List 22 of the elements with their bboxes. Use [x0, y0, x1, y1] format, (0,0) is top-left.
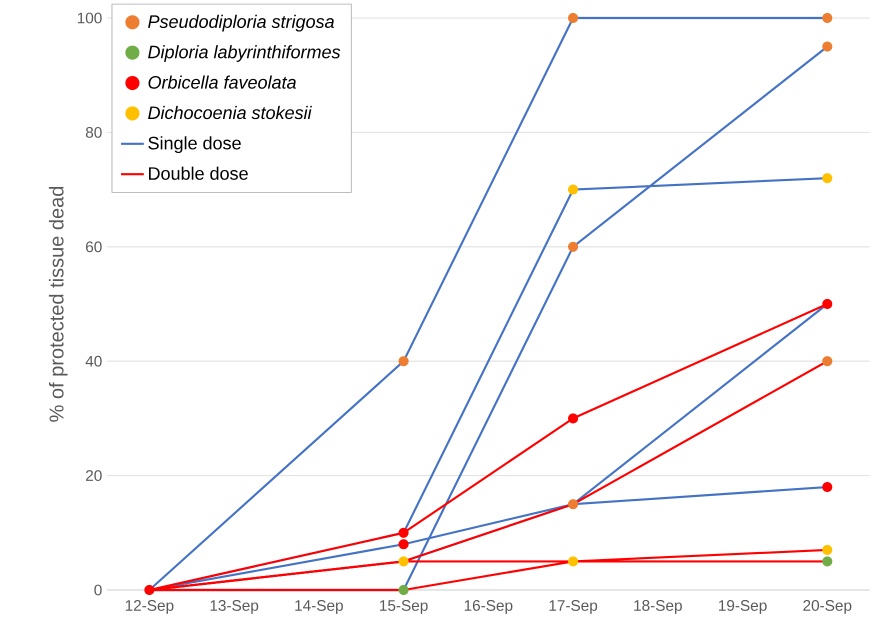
legend-label: Dichocoenia stokesii [148, 106, 312, 120]
y-tick-label: 40 [86, 356, 102, 367]
y-tick-label: 20 [86, 470, 102, 482]
x-tick-label: 14-Sep [295, 600, 343, 614]
x-tick-label: 17-Sep [550, 600, 598, 614]
y-tick-label: 0 [94, 584, 102, 596]
x-tick-label: 19-Sep [719, 600, 767, 614]
legend-label: Diploria labyrinthiformes [148, 45, 340, 62]
legend-label: Double dose [149, 166, 248, 180]
legend-label: Pseudodiploria strigosa [148, 14, 334, 32]
x-tick-label: 16-Sep [464, 600, 512, 614]
legend-label: Orbicella faveolata [148, 76, 296, 89]
y-axis-title: % of protected tissue dead [48, 186, 68, 422]
x-tick-label: 15-Sep [380, 600, 428, 614]
x-tick-label: 13-Sep [210, 600, 258, 614]
x-tick-label: 12-Sep [126, 600, 174, 614]
x-tick-label: 20-Sep [803, 600, 852, 614]
y-tick-label: 60 [86, 241, 102, 252]
y-tick-label: 80 [86, 126, 102, 138]
legend-label: Single dose [148, 136, 241, 154]
x-tick-label: 18-Sep [634, 600, 682, 614]
y-tick-label: 100 [78, 12, 102, 24]
